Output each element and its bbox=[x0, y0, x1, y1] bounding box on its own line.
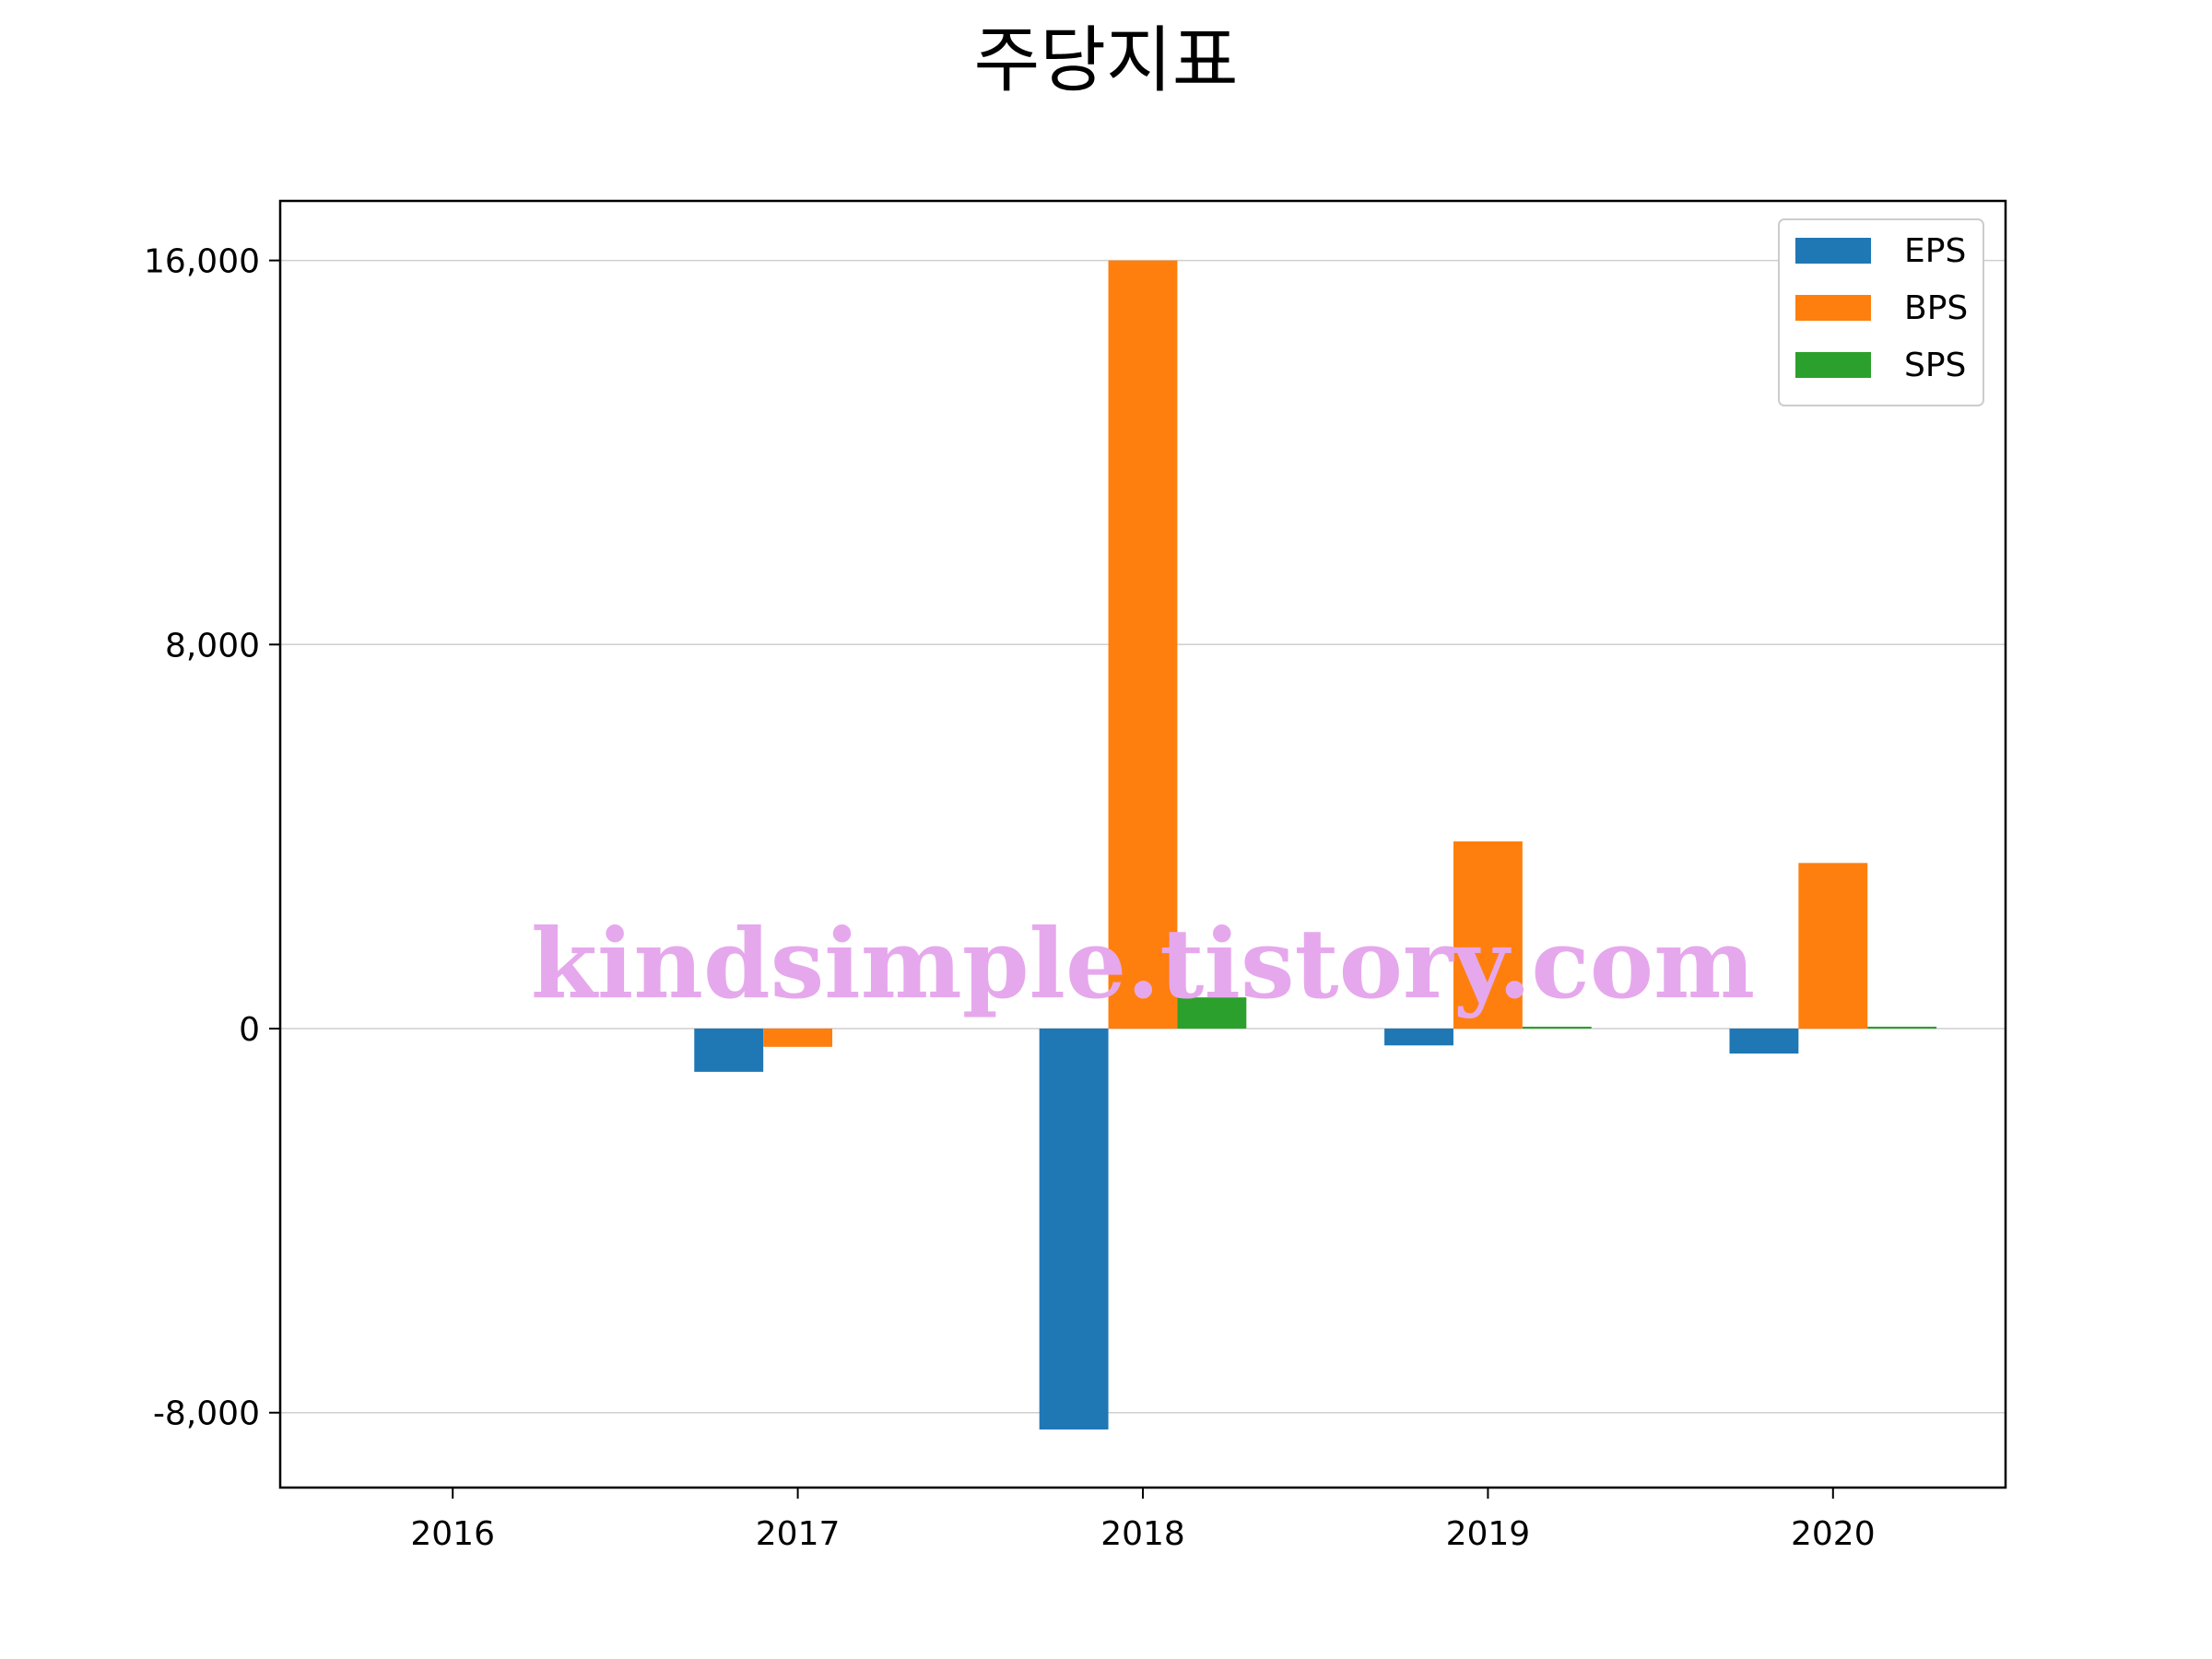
bar-sps-2018 bbox=[1177, 997, 1247, 1030]
y-tick-label: 8,000 bbox=[165, 627, 260, 665]
bar-eps-2019 bbox=[1384, 1029, 1453, 1046]
legend-swatch-bps bbox=[1795, 295, 1871, 321]
x-tick-label: 2016 bbox=[410, 1515, 495, 1553]
x-tick-label: 2018 bbox=[1100, 1515, 1185, 1553]
y-axis: -8,000 0 8,000 16,000 bbox=[144, 243, 280, 1433]
legend-label-sps: SPS bbox=[1904, 347, 1966, 384]
bar-eps-2017 bbox=[694, 1029, 764, 1072]
bar-bps-2017 bbox=[763, 1029, 833, 1047]
x-axis: 2016 2017 2018 2019 2020 bbox=[410, 1488, 1876, 1553]
legend-label-eps: EPS bbox=[1904, 232, 1966, 270]
bar-sps-2019 bbox=[1522, 1026, 1592, 1030]
y-tick-label: 0 bbox=[239, 1011, 260, 1049]
x-tick-label: 2020 bbox=[1791, 1515, 1876, 1553]
legend-swatch-sps bbox=[1795, 352, 1871, 378]
bar-bps-2019 bbox=[1453, 841, 1523, 1030]
y-tick-label: 16,000 bbox=[144, 243, 260, 281]
bar-bps-2020 bbox=[1798, 863, 1868, 1030]
legend-swatch-eps bbox=[1795, 238, 1871, 264]
y-tick-label: -8,000 bbox=[153, 1395, 260, 1433]
legend-label-bps: BPS bbox=[1904, 289, 1968, 327]
chart-title: 주당지표 bbox=[973, 19, 1238, 102]
bar-sps-2020 bbox=[1867, 1026, 1937, 1030]
bar-eps-2018 bbox=[1039, 1029, 1109, 1430]
x-tick-label: 2017 bbox=[756, 1515, 841, 1553]
watermark: kindsimple.tistory.com bbox=[531, 907, 1755, 1020]
bars bbox=[694, 260, 1937, 1430]
bar-eps-2020 bbox=[1729, 1029, 1799, 1054]
legend: EPS BPS SPS bbox=[1778, 218, 1984, 406]
x-tick-label: 2019 bbox=[1446, 1515, 1531, 1553]
bar-bps-2018 bbox=[1108, 260, 1178, 1030]
